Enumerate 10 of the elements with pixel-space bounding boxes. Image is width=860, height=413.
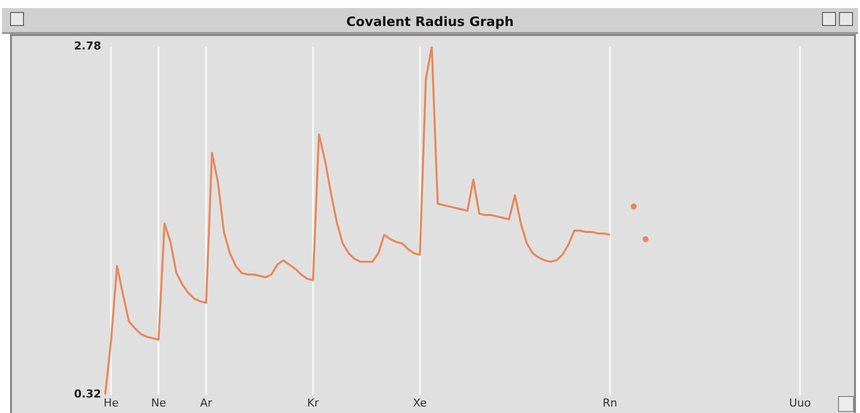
x-tick-label: Rn xyxy=(602,396,618,410)
y-tick-label: 2.78 xyxy=(74,39,102,52)
x-tick-label: Uuo xyxy=(789,396,812,410)
x-tick-label: Xe xyxy=(413,396,428,410)
x-tick-label: Ar xyxy=(200,396,213,410)
chart-title: Covalent Radius Graph xyxy=(340,15,520,30)
y-tick-label: 0.32 xyxy=(74,388,102,401)
x-tick-label: Ne xyxy=(151,396,166,410)
x-tick-label: He xyxy=(104,396,119,410)
x-tick-label: Kr xyxy=(307,396,320,410)
